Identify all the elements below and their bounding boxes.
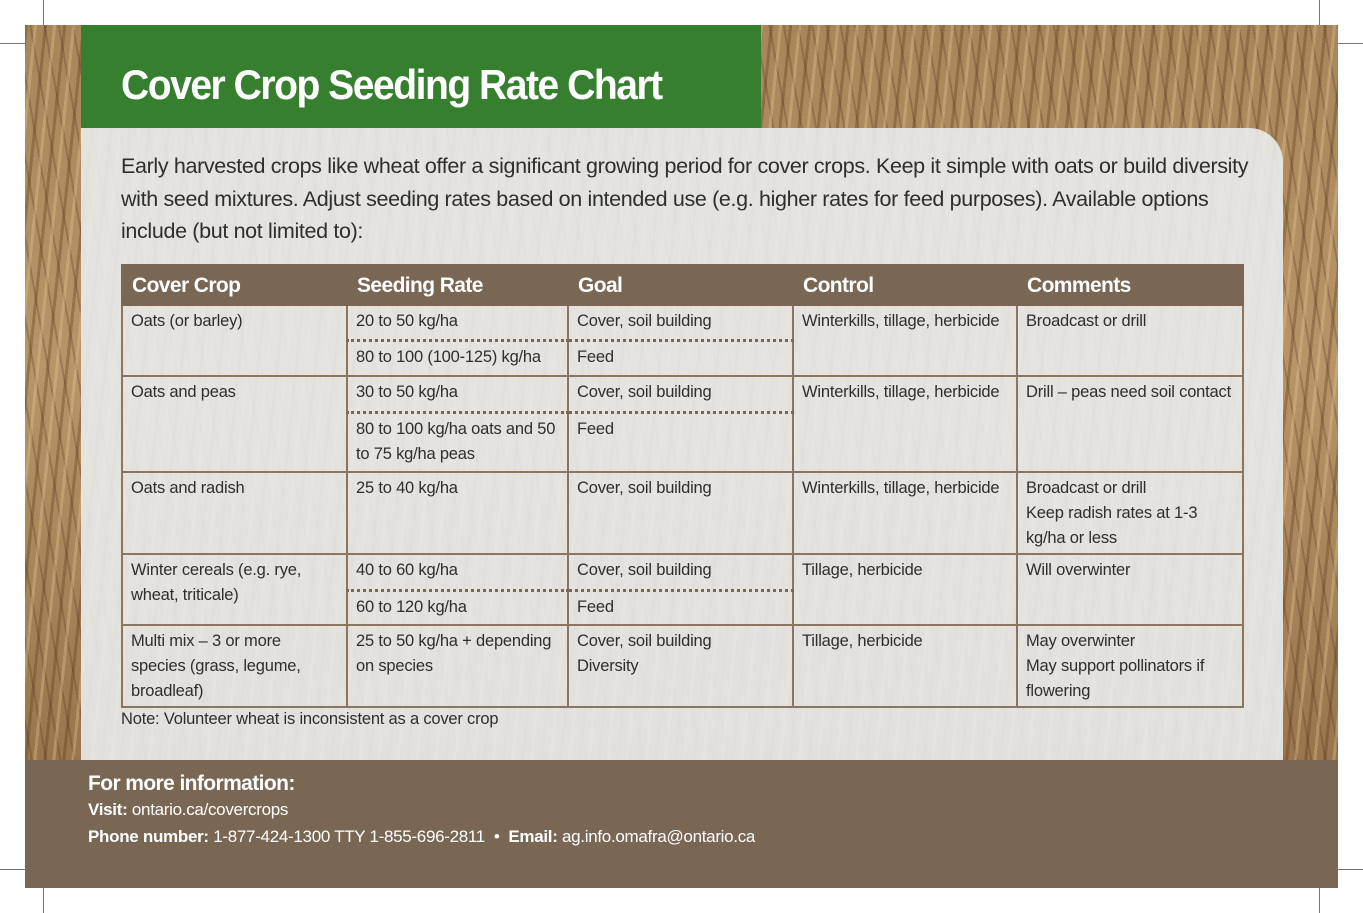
cell-control: Winterkills, tillage, herbicide bbox=[792, 304, 1018, 377]
cell-goal: Cover, soil building bbox=[567, 375, 794, 414]
header-comments: Comments bbox=[1016, 264, 1244, 306]
crop-mark bbox=[1338, 869, 1363, 870]
crop-mark bbox=[1319, 888, 1320, 913]
info-card: Cover Crop Seeding Rate Chart Early harv… bbox=[25, 25, 1338, 888]
cell-control: Tillage, herbicide bbox=[792, 553, 1018, 626]
title-banner: Cover Crop Seeding Rate Chart bbox=[81, 25, 761, 128]
table-row: Oats and radish 25 to 40 kg/ha Cover, soil… bbox=[121, 471, 1244, 555]
cell-seeding-rate: 20 to 50 kg/ha bbox=[346, 304, 569, 342]
table-row: Winter cereals (e.g. rye, wheat, tritica… bbox=[121, 553, 1244, 626]
cell-goal: Feed bbox=[567, 590, 794, 626]
cell-seeding-rate: 25 to 50 kg/ha + depending on species bbox=[346, 624, 569, 708]
table-row: 80 to 100 kg/ha oats and 50 to 75 kg/ha … bbox=[122, 412, 1243, 473]
cell-seeding-rate: 60 to 120 kg/ha bbox=[346, 590, 569, 626]
cell-seeding-rate: 40 to 60 kg/ha bbox=[346, 553, 569, 592]
cell-goal: Cover, soil building Diversity bbox=[567, 624, 794, 708]
table-row: 80 to 100 (100-125) kg/ha Feed bbox=[122, 340, 1243, 377]
email-link[interactable]: ag.info.omafra@ontario.ca bbox=[562, 827, 756, 846]
intro-text: Early harvested crops like wheat offer a… bbox=[121, 154, 1249, 243]
page-title: Cover Crop Seeding Rate Chart bbox=[121, 61, 663, 108]
note-text: Note: Volunteer wheat is inconsistent as… bbox=[121, 710, 499, 728]
contact-line: Phone number: 1-877-424-1300 TTY 1-855-6… bbox=[88, 827, 755, 847]
cell-cover-crop: Multi mix – 3 or more species (grass, le… bbox=[121, 624, 348, 708]
cell-comments: Will overwinter bbox=[1016, 553, 1244, 626]
visit-link[interactable]: ontario.ca/covercrops bbox=[131, 800, 289, 819]
table-row: Oats and peas 30 to 50 kg/ha Cover, soil b… bbox=[121, 375, 1244, 473]
cell-comments: Drill – peas need soil contact bbox=[1016, 375, 1244, 473]
cell-cover-crop: Oats and peas bbox=[121, 375, 348, 473]
cell-comments: Broadcast or drill Keep radish rates at … bbox=[1016, 471, 1244, 555]
cell-goal: Feed bbox=[567, 340, 794, 377]
cell-seeding-rate: 80 to 100 kg/ha oats and 50 to 75 kg/ha … bbox=[346, 412, 569, 473]
crop-mark bbox=[0, 43, 25, 44]
cell-control: Winterkills, tillage, herbicide bbox=[792, 375, 1018, 473]
table-row: Multi mix – 3 or more species (grass, le… bbox=[121, 624, 1244, 708]
footer: For more information: Visit: ontario.ca/… bbox=[25, 760, 1338, 888]
header-seeding-rate: Seeding Rate bbox=[346, 264, 569, 306]
cell-control: Winterkills, tillage, herbicide bbox=[792, 471, 1018, 555]
table-header-row: Cover Crop Seeding Rate Goal Control Com… bbox=[121, 264, 1244, 306]
cell-control: Tillage, herbicide bbox=[792, 624, 1018, 708]
cell-seeding-rate: 80 to 100 (100-125) kg/ha bbox=[346, 340, 569, 377]
cell-cover-crop: Oats (or barley) bbox=[121, 304, 348, 377]
crop-mark bbox=[0, 869, 25, 870]
header-goal: Goal bbox=[567, 264, 794, 306]
cell-comments: May overwinter May support pollinators i… bbox=[1016, 624, 1244, 708]
phone-value: 1-877-424-1300 TTY 1-855-696-2811 bbox=[213, 827, 485, 846]
visit-label: Visit: bbox=[88, 800, 128, 819]
email-label: Email: bbox=[508, 827, 558, 846]
cell-cover-crop: Oats and radish bbox=[121, 471, 348, 555]
crop-mark bbox=[1338, 43, 1363, 44]
header-control: Control bbox=[792, 264, 1018, 306]
cell-goal: Feed bbox=[567, 412, 794, 473]
table-row: Oats (or barley) 20 to 50 kg/ha Cover, soi… bbox=[121, 304, 1244, 377]
cell-goal: Cover, soil building bbox=[567, 553, 794, 592]
crop-mark bbox=[1319, 0, 1320, 25]
cell-seeding-rate: 30 to 50 kg/ha bbox=[346, 375, 569, 414]
crop-mark bbox=[43, 888, 44, 913]
content-panel: Early harvested crops like wheat offer a… bbox=[81, 128, 1283, 760]
cell-goal: Cover, soil building bbox=[567, 304, 794, 342]
footer-heading: For more information: bbox=[88, 772, 295, 795]
cell-comments: Broadcast or drill bbox=[1016, 304, 1244, 377]
visit-line: Visit: ontario.ca/covercrops bbox=[88, 800, 288, 820]
cell-cover-crop: Winter cereals (e.g. rye, wheat, tritica… bbox=[121, 553, 348, 626]
header-cover-crop: Cover Crop bbox=[121, 264, 348, 306]
seeding-rate-table: Cover Crop Seeding Rate Goal Control Com… bbox=[121, 264, 1244, 708]
table-row: 60 to 120 kg/ha Feed bbox=[122, 590, 1243, 626]
separator: • bbox=[493, 827, 500, 846]
cell-goal: Cover, soil building bbox=[567, 471, 794, 555]
phone-label: Phone number: bbox=[88, 827, 209, 846]
crop-mark bbox=[43, 0, 44, 25]
cell-seeding-rate: 25 to 40 kg/ha bbox=[346, 471, 569, 555]
